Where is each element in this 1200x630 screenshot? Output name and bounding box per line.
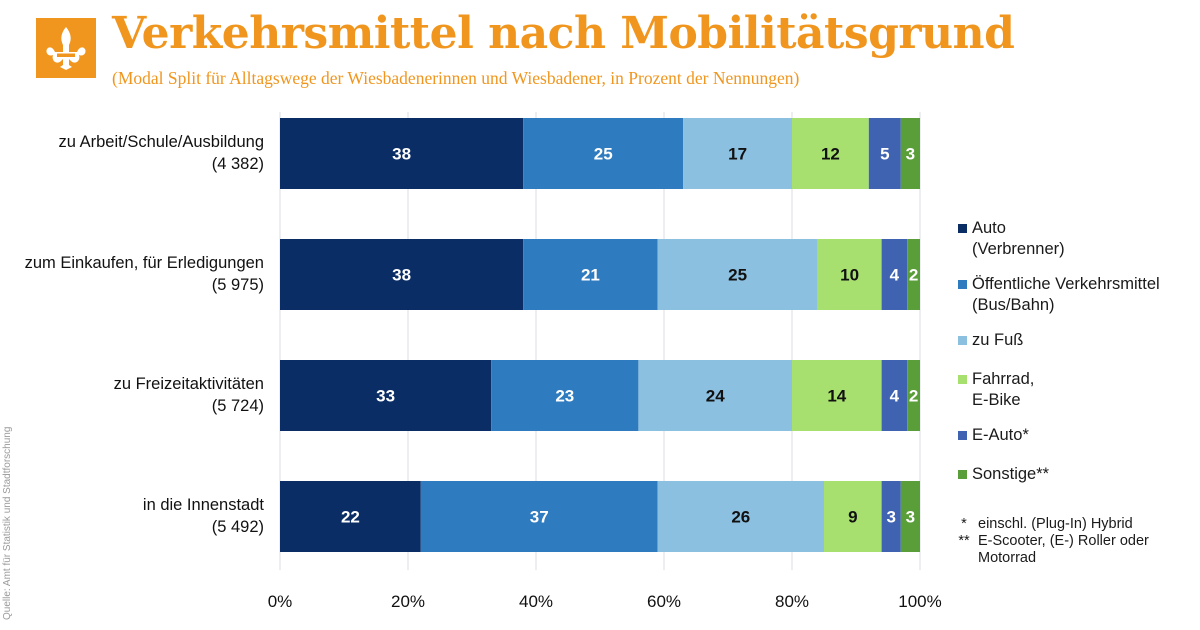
x-tick-label: 0% <box>268 592 293 611</box>
data-label: 2 <box>909 387 918 406</box>
bar-segment <box>523 239 658 310</box>
data-label: 12 <box>821 145 840 164</box>
data-label: 3 <box>886 508 895 527</box>
x-tick-label: 40% <box>519 592 553 611</box>
bar-segment <box>824 481 882 552</box>
legend-swatch <box>958 431 967 440</box>
data-label: 23 <box>555 387 574 406</box>
footnote-mark: * <box>961 516 967 532</box>
footnote-mark: ** <box>958 533 970 549</box>
chart-legend: Auto (Verbrenner) Öffentliche Verkehrsmit… <box>958 218 1198 503</box>
stacked-bar-chart: 0% 20% 40% 60% 80% 100% zu Arbeit/Schule/Ausbi… <box>25 112 942 611</box>
category-label: zu Freizeitaktivitäten <box>114 375 264 393</box>
legend-item: Öffentliche Verkehrsmittel (Bus/Bahn) <box>958 274 1198 316</box>
data-label: 33 <box>376 387 395 406</box>
category-label: (5 975) <box>212 276 264 294</box>
legend-item: zu Fuß <box>958 330 1198 351</box>
legend-swatch <box>958 336 967 345</box>
data-label: 38 <box>392 145 411 164</box>
data-label: 4 <box>890 387 900 406</box>
category-label: zu Arbeit/Schule/Ausbildung <box>59 133 264 151</box>
bar-segment <box>280 481 421 552</box>
legend-item: E-Auto* <box>958 425 1198 446</box>
category-label: (5 492) <box>212 518 264 536</box>
data-label: 3 <box>906 508 915 527</box>
bar-segment <box>280 360 492 431</box>
legend-swatch <box>958 224 967 233</box>
bar-segment <box>817 239 882 310</box>
bar-segment <box>792 118 869 189</box>
footnote-text: einschl. (Plug-In) Hybrid <box>978 516 1133 532</box>
footnote-text: E-Scooter, (E-) Roller oder Motorrad <box>978 533 1149 566</box>
legend-item: Fahrrad, E-Bike <box>958 369 1198 411</box>
footnote: ** E-Scooter, (E-) Roller oder Motorrad <box>950 533 1195 567</box>
category-label: zum Einkaufen, für Erledigungen <box>25 254 264 272</box>
footnote: * einschl. (Plug-In) Hybrid <box>950 516 1195 533</box>
x-tick-label: 60% <box>647 592 681 611</box>
bar-segment <box>792 360 882 431</box>
data-label: 5 <box>880 145 889 164</box>
bar-segment <box>900 118 920 189</box>
bar-segment <box>523 118 684 189</box>
x-tick-label: 20% <box>391 592 425 611</box>
legend-label: zu Fuß <box>972 331 1024 349</box>
x-tick-label: 100% <box>898 592 941 611</box>
category-label: (4 382) <box>212 155 264 173</box>
data-label: 9 <box>848 508 857 527</box>
bar-segment <box>907 239 920 310</box>
bar-segment <box>881 481 901 552</box>
data-label: 17 <box>728 145 747 164</box>
legend-swatch <box>958 470 967 479</box>
bar-segment <box>638 360 792 431</box>
bar-segment <box>907 360 920 431</box>
legend-label: Sonstige** <box>972 465 1050 483</box>
bar-segment <box>280 239 524 310</box>
data-label: 24 <box>706 387 725 406</box>
data-label: 21 <box>581 266 600 285</box>
bar-segment <box>683 118 792 189</box>
legend-item: Sonstige** <box>958 464 1198 485</box>
footnotes: * einschl. (Plug-In) Hybrid ** E-Scooter, (… <box>950 516 1195 567</box>
x-tick-label: 80% <box>775 592 809 611</box>
legend-swatch <box>958 280 967 289</box>
data-label: 2 <box>909 266 918 285</box>
data-label: 37 <box>530 508 549 527</box>
bar-segment <box>900 481 920 552</box>
bar-segment <box>657 239 818 310</box>
bar-segment <box>657 481 824 552</box>
legend-label: Öffentliche Verkehrsmittel (Bus/Bahn) <box>972 275 1160 314</box>
fleur-de-lis-icon <box>46 27 86 70</box>
legend-item: Auto (Verbrenner) <box>958 218 1198 260</box>
data-label: 26 <box>731 508 750 527</box>
chart-subtitle: (Modal Split für Alltagswege der Wiesbad… <box>112 68 800 88</box>
bar-segment <box>420 481 658 552</box>
bar-segment <box>881 360 908 431</box>
bar-segment <box>868 118 901 189</box>
chart-title: Verkehrsmittel nach Mobilitätsgrund <box>112 8 1015 59</box>
data-label: 25 <box>594 145 613 164</box>
data-label: 3 <box>906 145 915 164</box>
data-label: 38 <box>392 266 411 285</box>
logo <box>36 18 96 78</box>
category-label: in die Innenstadt <box>143 496 265 514</box>
data-label: 14 <box>827 387 846 406</box>
data-label: 22 <box>341 508 360 527</box>
data-label: 10 <box>840 266 859 285</box>
bar-segment <box>491 360 639 431</box>
bar-segment <box>280 118 524 189</box>
bar-segment <box>881 239 908 310</box>
data-label: 4 <box>890 266 900 285</box>
legend-label: Auto (Verbrenner) <box>972 219 1065 258</box>
data-label: 25 <box>728 266 747 285</box>
legend-label: E-Auto* <box>972 426 1029 444</box>
legend-label: Fahrrad, E-Bike <box>972 370 1035 409</box>
legend-swatch <box>958 375 967 384</box>
category-label: (5 724) <box>212 397 264 415</box>
